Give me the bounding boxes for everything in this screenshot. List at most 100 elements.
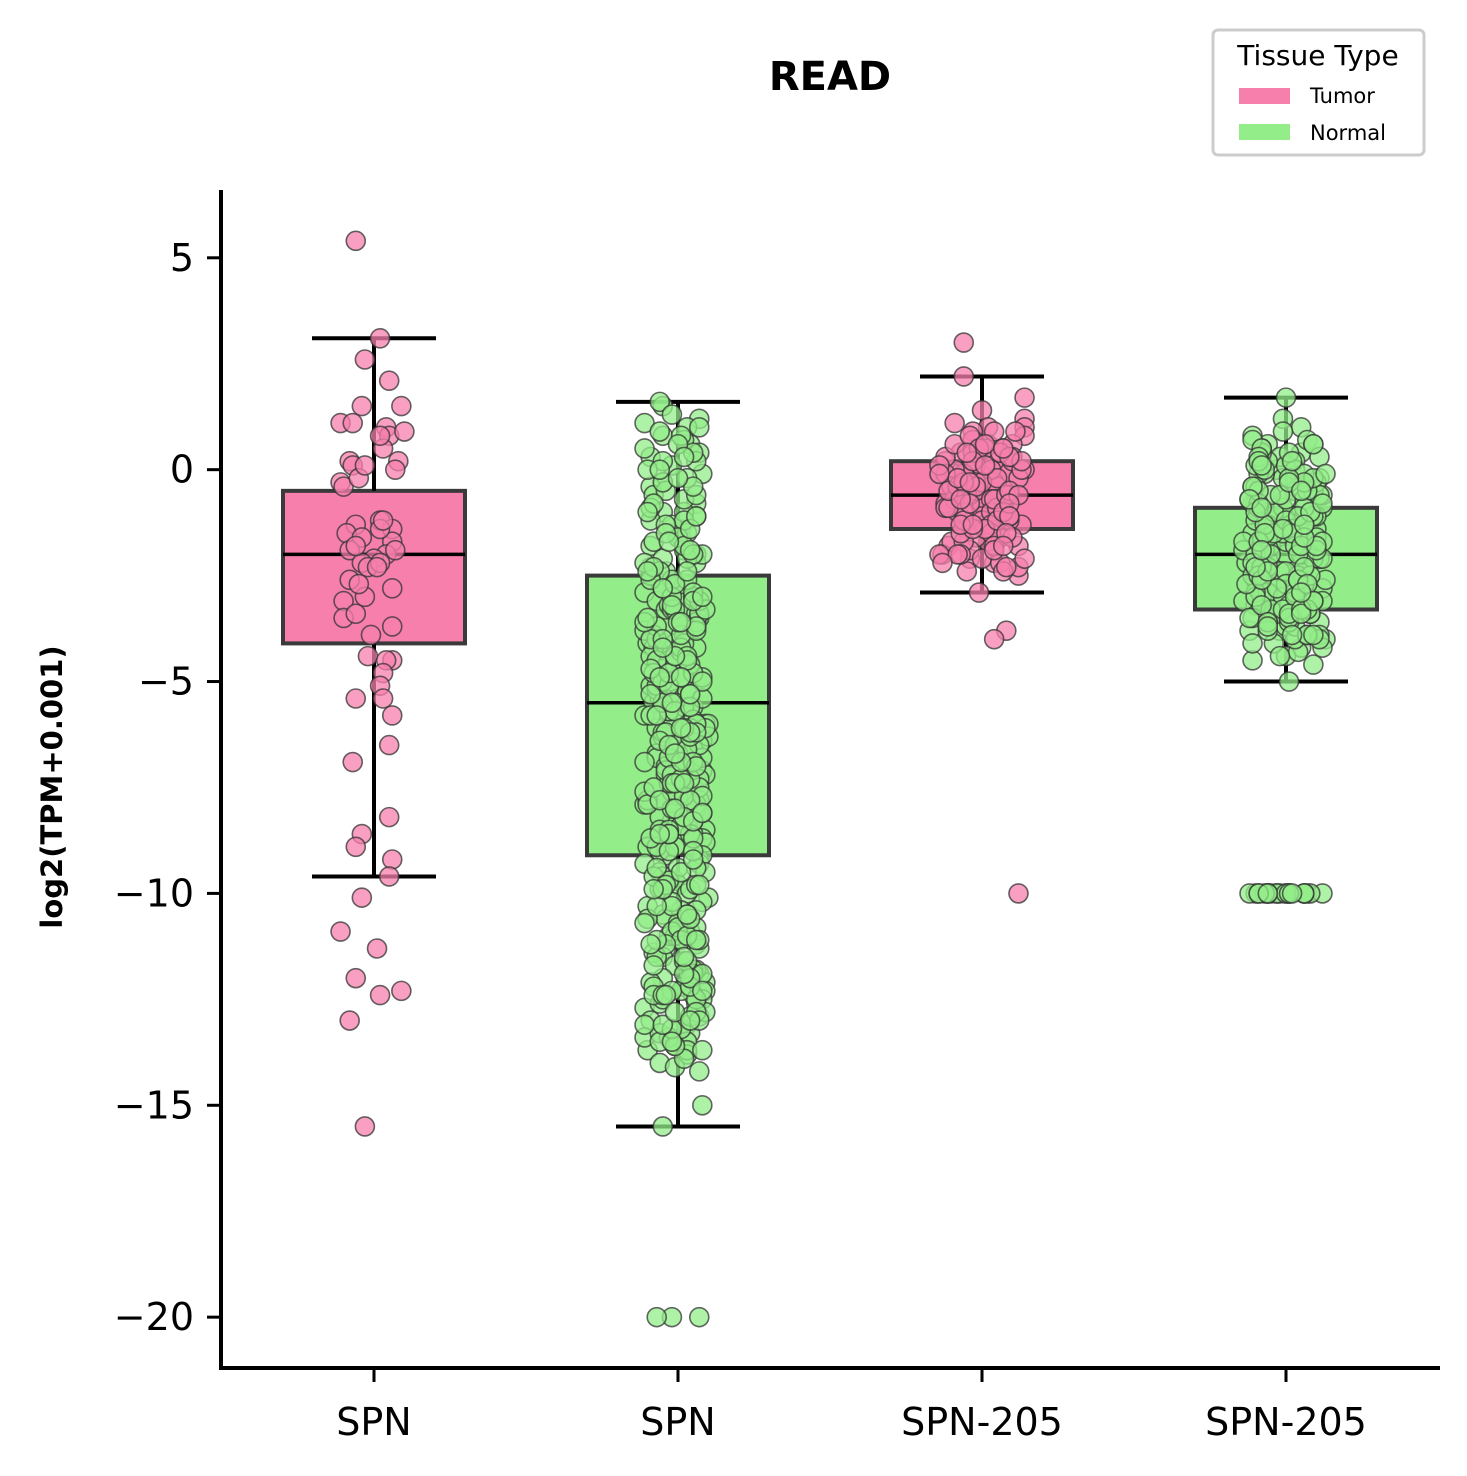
data-point xyxy=(381,616,403,637)
data-point xyxy=(692,671,713,692)
data-point xyxy=(637,501,658,523)
data-point xyxy=(357,645,379,667)
data-point xyxy=(670,861,692,883)
data-point xyxy=(646,1306,668,1328)
data-point xyxy=(692,1094,713,1116)
data-point xyxy=(688,1306,710,1328)
data-point xyxy=(378,370,400,391)
data-point xyxy=(1312,493,1333,514)
data-point xyxy=(1251,539,1272,561)
x-tick-label: SPN-205 xyxy=(1205,1400,1367,1444)
data-point xyxy=(664,743,686,764)
data-point xyxy=(676,904,698,925)
data-point xyxy=(345,603,367,625)
data-point xyxy=(679,683,701,705)
data-point xyxy=(637,561,658,582)
legend: Tissue Type Tumor Normal xyxy=(1211,28,1426,157)
data-point xyxy=(649,421,671,442)
data-point xyxy=(1290,603,1312,625)
data-point xyxy=(643,878,664,900)
box-group-1 xyxy=(281,336,467,879)
data-point xyxy=(646,705,668,726)
chart-title: READ xyxy=(769,54,891,100)
data-point xyxy=(999,505,1020,527)
data-point xyxy=(1251,455,1272,476)
data-point xyxy=(667,467,689,489)
data-point xyxy=(956,561,978,582)
data-point xyxy=(1008,883,1029,904)
data-point xyxy=(378,866,400,887)
data-point xyxy=(1315,463,1336,485)
data-point xyxy=(661,404,683,425)
y-tick-label: 5 xyxy=(170,236,194,280)
data-point xyxy=(968,582,990,603)
data-point xyxy=(1293,556,1315,578)
data-point xyxy=(688,416,710,438)
data-point xyxy=(1269,645,1291,667)
data-point xyxy=(983,628,1005,650)
data-point xyxy=(354,1116,376,1137)
data-point xyxy=(685,505,707,527)
data-point xyxy=(670,611,692,633)
data-point xyxy=(345,688,367,709)
data-point xyxy=(692,1039,713,1061)
data-point xyxy=(1290,480,1312,502)
x-tick-label: SPN-205 xyxy=(901,1400,1063,1444)
data-point xyxy=(944,412,965,434)
data-point xyxy=(1275,387,1297,408)
data-point xyxy=(372,688,394,709)
legend-swatch-normal xyxy=(1239,124,1290,140)
legend-label-tumor: Tumor xyxy=(1309,84,1375,108)
data-point xyxy=(974,455,996,476)
data-point xyxy=(339,1010,360,1031)
data-point xyxy=(655,984,677,1006)
data-point xyxy=(679,539,701,561)
data-point xyxy=(1278,671,1300,692)
points-group-1 xyxy=(330,230,415,1137)
data-point xyxy=(962,514,984,536)
data-point xyxy=(986,467,1008,489)
y-tick-label: −10 xyxy=(114,871,194,915)
data-point xyxy=(345,836,367,858)
data-point xyxy=(649,823,671,845)
data-point xyxy=(685,929,707,951)
data-point xyxy=(956,442,978,464)
y-tick-label: −20 xyxy=(114,1295,194,1339)
data-point xyxy=(1290,582,1312,603)
data-point xyxy=(649,667,671,688)
y-ticks: 5 0 −5 −10 −15 −20 xyxy=(114,236,221,1339)
data-point xyxy=(1281,450,1303,472)
data-point xyxy=(1281,624,1303,646)
data-point xyxy=(649,459,671,480)
data-point xyxy=(652,1014,674,1036)
data-point xyxy=(1251,497,1272,519)
data-point xyxy=(652,1116,674,1137)
data-point xyxy=(369,328,391,349)
x-tick-label: SPN xyxy=(336,1400,411,1444)
data-point xyxy=(953,332,975,353)
data-point xyxy=(634,1014,655,1036)
data-point xyxy=(679,1010,701,1031)
data-point xyxy=(646,857,668,879)
data-point xyxy=(664,798,686,819)
data-point xyxy=(1014,387,1035,408)
data-point xyxy=(381,849,403,870)
data-point xyxy=(932,552,953,574)
data-point xyxy=(670,667,692,688)
data-point xyxy=(1242,633,1263,654)
data-point xyxy=(391,395,412,417)
data-point xyxy=(1303,624,1324,646)
data-point xyxy=(345,967,367,989)
data-point xyxy=(378,734,400,756)
data-point xyxy=(953,366,975,387)
points-group-4 xyxy=(1233,387,1336,904)
y-tick-label: 0 xyxy=(170,448,194,492)
y-axis-label: log2(TPM+0.001) xyxy=(35,645,69,928)
data-point xyxy=(646,895,668,917)
data-point xyxy=(330,921,351,942)
data-point xyxy=(637,607,658,629)
data-point xyxy=(1272,518,1294,540)
data-point xyxy=(369,984,391,1006)
data-point xyxy=(378,806,400,828)
